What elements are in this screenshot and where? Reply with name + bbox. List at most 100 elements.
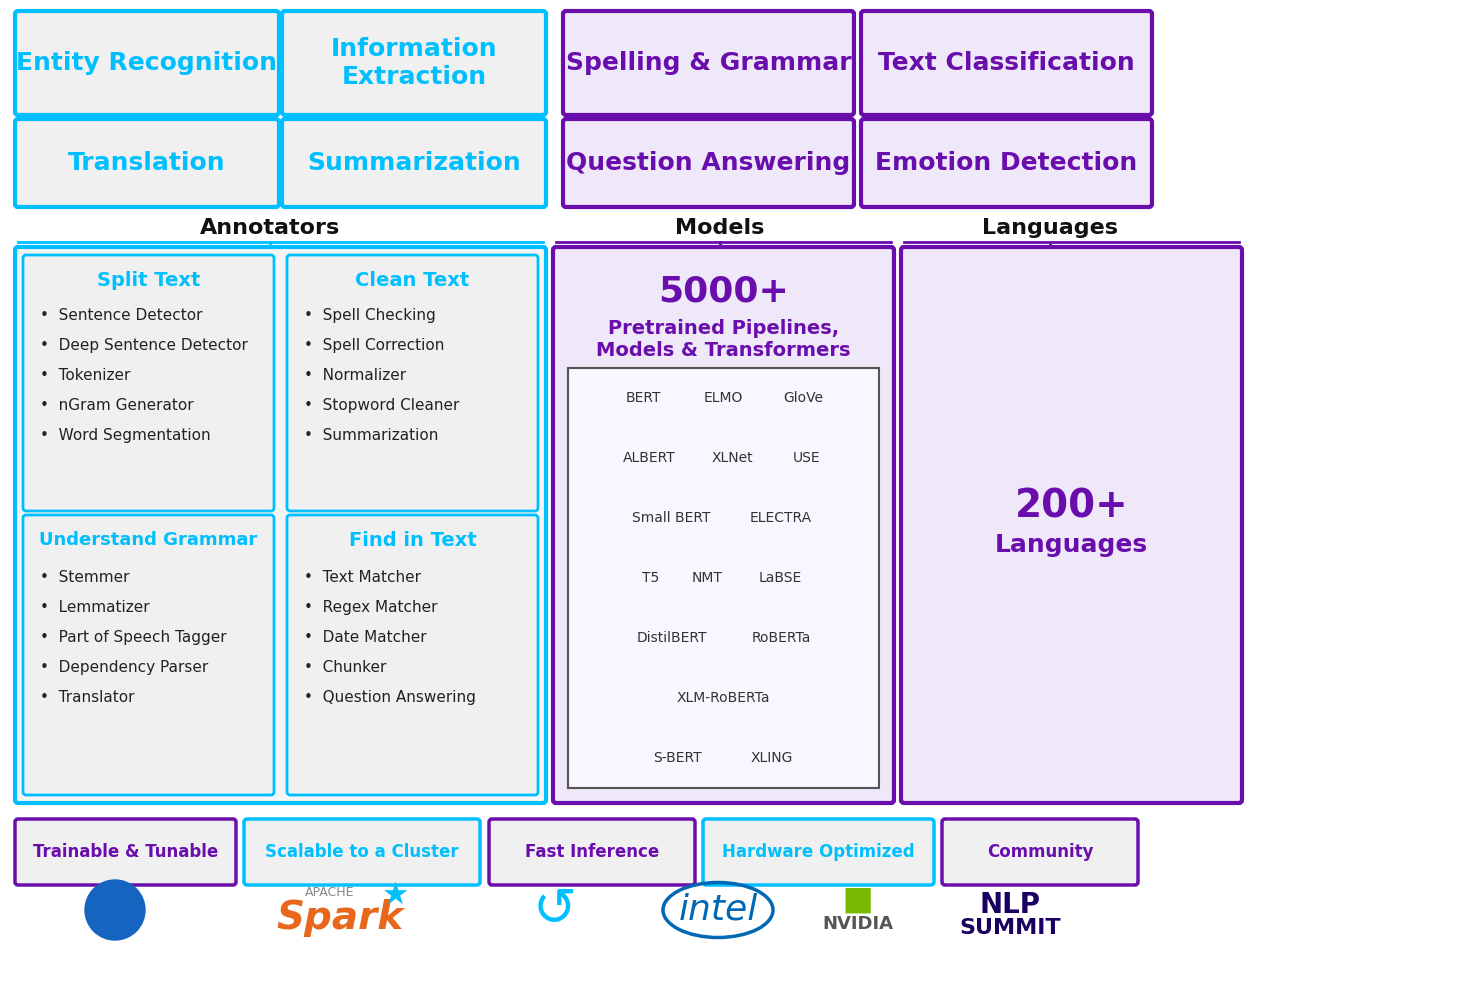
Text: Information
Extraction: Information Extraction: [331, 38, 497, 89]
Text: •  Part of Speech Tagger: • Part of Speech Tagger: [39, 630, 227, 645]
FancyBboxPatch shape: [726, 734, 817, 782]
Text: Spark: Spark: [277, 899, 404, 937]
Text: •  Sentence Detector: • Sentence Detector: [39, 308, 203, 323]
FancyBboxPatch shape: [15, 819, 236, 885]
Text: Pretrained Pipelines,: Pretrained Pipelines,: [608, 318, 839, 337]
Text: •  Lemmatizer: • Lemmatizer: [39, 600, 150, 615]
FancyBboxPatch shape: [490, 819, 695, 885]
Text: ↺: ↺: [533, 884, 577, 936]
Text: RoBERTa: RoBERTa: [752, 631, 812, 645]
Text: •  Chunker: • Chunker: [305, 660, 386, 675]
FancyBboxPatch shape: [772, 433, 841, 483]
FancyBboxPatch shape: [861, 11, 1152, 115]
Text: NLP: NLP: [979, 891, 1040, 919]
FancyBboxPatch shape: [740, 554, 820, 602]
Text: •  Date Matcher: • Date Matcher: [305, 630, 427, 645]
FancyBboxPatch shape: [287, 515, 538, 795]
Text: Models: Models: [675, 218, 765, 238]
Text: Summarization: Summarization: [307, 151, 520, 175]
Text: SUMMIT: SUMMIT: [959, 918, 1061, 938]
FancyBboxPatch shape: [692, 433, 772, 483]
Text: •  Tokenizer: • Tokenizer: [39, 368, 130, 383]
Text: NMT: NMT: [692, 571, 723, 585]
Text: Translation: Translation: [68, 151, 226, 175]
Text: •  nGram Generator: • nGram Generator: [39, 398, 194, 413]
FancyBboxPatch shape: [900, 247, 1241, 803]
Text: ELECTRA: ELECTRA: [749, 511, 812, 525]
Text: Small BERT: Small BERT: [632, 511, 711, 525]
Text: XLING: XLING: [750, 751, 793, 765]
Text: Hardware Optimized: Hardware Optimized: [723, 843, 915, 861]
Text: ◼: ◼: [842, 881, 874, 919]
Text: •  Stopword Cleaner: • Stopword Cleaner: [305, 398, 459, 413]
Text: Models & Transformers: Models & Transformers: [596, 340, 851, 359]
Text: •  Question Answering: • Question Answering: [305, 690, 476, 705]
FancyBboxPatch shape: [606, 433, 692, 483]
FancyBboxPatch shape: [15, 11, 278, 115]
Text: Trainable & Tunable: Trainable & Tunable: [34, 843, 219, 861]
FancyBboxPatch shape: [23, 515, 274, 795]
FancyBboxPatch shape: [613, 613, 730, 663]
Text: APACHE: APACHE: [306, 885, 354, 898]
FancyBboxPatch shape: [675, 554, 740, 602]
Text: Scalable to a Cluster: Scalable to a Cluster: [265, 843, 459, 861]
Text: Community: Community: [986, 843, 1093, 861]
FancyBboxPatch shape: [621, 674, 826, 723]
Text: S-BERT: S-BERT: [653, 751, 702, 765]
Text: Languages: Languages: [982, 218, 1118, 238]
Text: •  Stemmer: • Stemmer: [39, 570, 130, 585]
FancyBboxPatch shape: [243, 819, 479, 885]
FancyBboxPatch shape: [763, 374, 844, 422]
Text: T5: T5: [643, 571, 659, 585]
FancyBboxPatch shape: [629, 734, 726, 782]
FancyBboxPatch shape: [627, 554, 675, 602]
Text: Text Classification: Text Classification: [879, 51, 1135, 75]
Text: NVIDIA: NVIDIA: [823, 915, 893, 933]
Text: Question Answering: Question Answering: [567, 151, 851, 175]
Text: ELMO: ELMO: [704, 391, 743, 405]
Text: Languages: Languages: [995, 533, 1148, 557]
Text: XLM-RoBERTa: XLM-RoBERTa: [676, 691, 771, 705]
Text: •  Deep Sentence Detector: • Deep Sentence Detector: [39, 338, 248, 353]
Text: •  Spell Correction: • Spell Correction: [305, 338, 444, 353]
FancyBboxPatch shape: [702, 819, 934, 885]
FancyBboxPatch shape: [683, 374, 763, 422]
FancyBboxPatch shape: [15, 119, 278, 207]
FancyBboxPatch shape: [943, 819, 1138, 885]
Circle shape: [85, 880, 146, 940]
Text: •  Spell Checking: • Spell Checking: [305, 308, 436, 323]
Text: •  Regex Matcher: • Regex Matcher: [305, 600, 437, 615]
Text: •  Normalizer: • Normalizer: [305, 368, 407, 383]
FancyBboxPatch shape: [554, 247, 895, 803]
Text: •  Word Segmentation: • Word Segmentation: [39, 428, 211, 443]
Text: •  Summarization: • Summarization: [305, 428, 439, 443]
Text: Understand Grammar: Understand Grammar: [39, 531, 258, 549]
FancyBboxPatch shape: [283, 119, 546, 207]
FancyBboxPatch shape: [603, 374, 683, 422]
Text: 200+: 200+: [1014, 488, 1128, 526]
Text: 5000+: 5000+: [659, 275, 788, 309]
Text: Emotion Detection: Emotion Detection: [876, 151, 1138, 175]
Text: DistilBERT: DistilBERT: [637, 631, 707, 645]
Text: ★: ★: [382, 880, 408, 910]
Text: Spelling & Grammar: Spelling & Grammar: [565, 51, 851, 75]
Text: ALBERT: ALBERT: [624, 451, 676, 465]
FancyBboxPatch shape: [23, 255, 274, 511]
FancyBboxPatch shape: [15, 247, 546, 803]
Text: Annotators: Annotators: [200, 218, 339, 238]
FancyBboxPatch shape: [287, 255, 538, 511]
FancyBboxPatch shape: [562, 119, 854, 207]
Text: Fast Inference: Fast Inference: [525, 843, 659, 861]
Text: BERT: BERT: [625, 391, 661, 405]
FancyBboxPatch shape: [861, 119, 1152, 207]
Text: Clean Text: Clean Text: [356, 271, 469, 290]
Text: •  Translator: • Translator: [39, 690, 134, 705]
FancyBboxPatch shape: [283, 11, 546, 115]
FancyBboxPatch shape: [728, 494, 832, 543]
FancyBboxPatch shape: [730, 613, 833, 663]
Text: •  Text Matcher: • Text Matcher: [305, 570, 421, 585]
Text: Entity Recognition: Entity Recognition: [16, 51, 277, 75]
Text: LaBSE: LaBSE: [759, 571, 803, 585]
Text: 🧠: 🧠: [106, 895, 124, 925]
Text: USE: USE: [793, 451, 820, 465]
